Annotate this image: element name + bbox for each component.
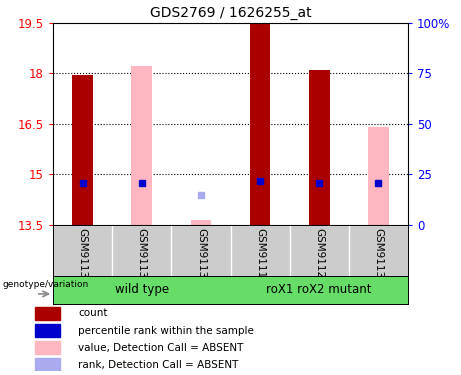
Text: GSM91135: GSM91135	[137, 228, 147, 284]
Bar	[250, 24, 271, 225]
Text: percentile rank within the sample: percentile rank within the sample	[78, 326, 254, 336]
Text: GSM91119: GSM91119	[255, 228, 265, 284]
Bar	[190, 220, 211, 225]
Text: count: count	[78, 309, 108, 318]
Text: GSM91131: GSM91131	[373, 228, 384, 284]
Bar	[35, 358, 60, 371]
Bar	[368, 127, 389, 225]
Bar	[309, 70, 330, 225]
Bar	[35, 324, 60, 337]
Text: genotype/variation: genotype/variation	[3, 280, 89, 289]
Text: wild type: wild type	[115, 283, 169, 296]
Text: GSM91138: GSM91138	[196, 228, 206, 284]
Bar	[230, 276, 408, 304]
Text: value, Detection Call = ABSENT: value, Detection Call = ABSENT	[78, 343, 244, 352]
Bar	[35, 307, 60, 320]
Text: GSM91133: GSM91133	[77, 228, 88, 284]
Text: GSM91121: GSM91121	[314, 228, 324, 284]
Bar	[35, 341, 60, 354]
Bar	[53, 276, 230, 304]
Bar	[131, 66, 152, 225]
Text: roX1 roX2 mutant: roX1 roX2 mutant	[266, 283, 372, 296]
Title: GDS2769 / 1626255_at: GDS2769 / 1626255_at	[150, 6, 311, 20]
Bar	[72, 75, 93, 225]
Text: rank, Detection Call = ABSENT: rank, Detection Call = ABSENT	[78, 360, 239, 370]
